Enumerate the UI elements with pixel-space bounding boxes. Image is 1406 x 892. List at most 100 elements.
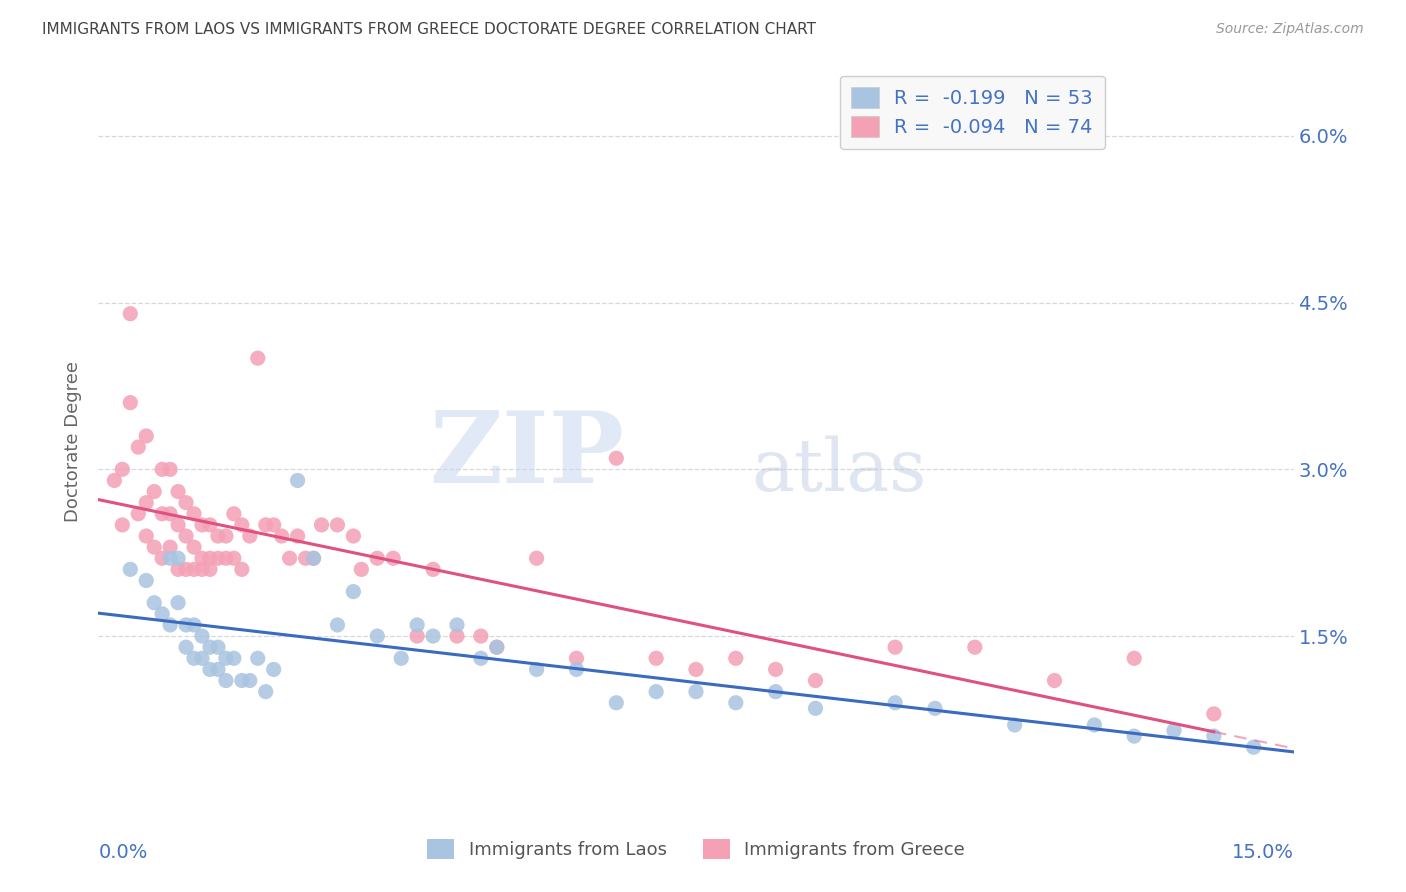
Point (470, 629, 492, 643)
Point (167, 484, 190, 499)
Point (263, 662, 285, 676)
Point (963, 640, 986, 655)
Point (198, 640, 221, 655)
Point (406, 618, 429, 632)
Point (294, 551, 316, 566)
Point (804, 701, 827, 715)
Point (167, 596, 190, 610)
Point (342, 584, 364, 599)
Point (127, 507, 149, 521)
Point (645, 684, 668, 698)
Point (231, 517, 253, 532)
Point (1202, 729, 1225, 743)
Point (1202, 706, 1225, 721)
Point (120, 562, 142, 576)
Point (215, 673, 238, 688)
Point (135, 529, 157, 543)
Point (366, 629, 388, 643)
Point (215, 551, 238, 566)
Point (605, 696, 627, 710)
Point (446, 618, 468, 632)
Point (198, 562, 221, 576)
Point (174, 496, 197, 510)
Point (884, 696, 907, 710)
Point (174, 562, 197, 576)
Point (127, 440, 149, 454)
Point (382, 551, 405, 566)
Point (143, 596, 166, 610)
Point (222, 507, 245, 521)
Point (302, 551, 325, 566)
Point (724, 651, 747, 665)
Point (446, 629, 468, 643)
Point (167, 517, 190, 532)
Point (263, 517, 285, 532)
Point (198, 517, 221, 532)
Point (311, 517, 333, 532)
Point (342, 529, 364, 543)
Point (207, 640, 229, 655)
Point (326, 618, 349, 632)
Point (326, 517, 349, 532)
Point (350, 562, 373, 576)
Point (526, 662, 548, 676)
Point (470, 651, 492, 665)
Point (159, 507, 181, 521)
Point (111, 517, 134, 532)
Point (884, 640, 907, 655)
Point (565, 662, 588, 676)
Point (1163, 723, 1185, 738)
Point (924, 701, 946, 715)
Point (246, 351, 269, 366)
Point (222, 551, 245, 566)
Point (485, 640, 508, 655)
Point (143, 484, 166, 499)
Point (167, 551, 190, 566)
Point (183, 562, 205, 576)
Point (207, 662, 229, 676)
Point (103, 474, 125, 488)
Text: ZIP: ZIP (429, 408, 624, 505)
Point (191, 517, 214, 532)
Point (422, 629, 444, 643)
Point (159, 551, 181, 566)
Point (231, 673, 253, 688)
Point (135, 574, 157, 588)
Point (183, 651, 205, 665)
Point (724, 696, 747, 710)
Point (765, 684, 787, 698)
Point (183, 540, 205, 554)
Point (287, 474, 309, 488)
Point (135, 429, 157, 443)
Point (183, 507, 205, 521)
Point (1083, 718, 1105, 732)
Point (135, 496, 157, 510)
Point (804, 673, 827, 688)
Text: 0.0%: 0.0% (98, 843, 148, 862)
Point (150, 551, 173, 566)
Point (215, 529, 238, 543)
Point (239, 673, 262, 688)
Point (191, 551, 214, 566)
Point (246, 651, 269, 665)
Y-axis label: Doctorate Degree: Doctorate Degree (65, 361, 83, 522)
Point (565, 651, 588, 665)
Point (183, 618, 205, 632)
Point (159, 540, 181, 554)
Point (1043, 673, 1066, 688)
Point (231, 562, 253, 576)
Point (765, 662, 787, 676)
Point (120, 307, 142, 321)
Point (174, 529, 197, 543)
Point (120, 395, 142, 409)
Point (366, 551, 388, 566)
Point (159, 618, 181, 632)
Point (1123, 729, 1146, 743)
Point (191, 651, 214, 665)
Point (526, 551, 548, 566)
Text: atlas: atlas (752, 435, 927, 506)
Point (389, 651, 412, 665)
Text: 15.0%: 15.0% (1232, 843, 1294, 862)
Point (645, 651, 668, 665)
Point (143, 540, 166, 554)
